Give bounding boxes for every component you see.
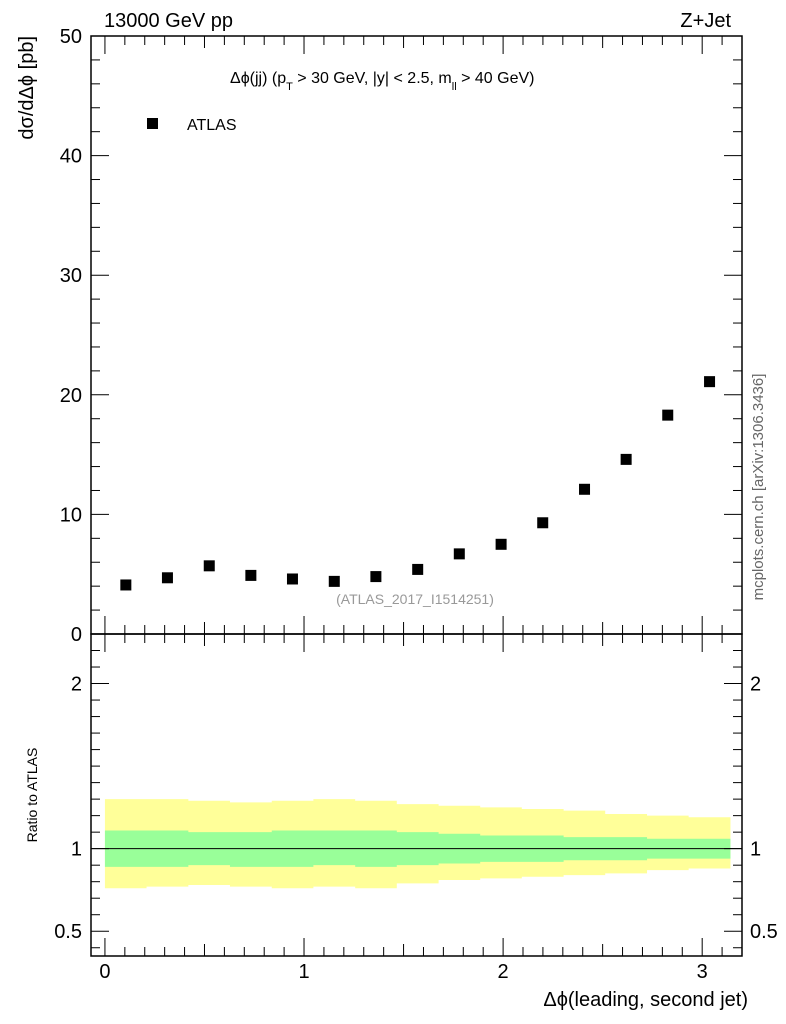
analysis-id-annotation: (ATLAS_2017_I1514251): [336, 591, 494, 607]
ratio-uncertainty-bands: [104, 799, 731, 889]
data-point: [704, 376, 716, 388]
atlas-data-points: [120, 376, 716, 591]
ratio-y-tick-labels: 0.5 0.5 1 1 2 2: [54, 674, 778, 944]
data-point: [203, 560, 215, 572]
data-point: [286, 573, 298, 585]
ratio-y-tick-label: 1: [71, 839, 82, 861]
data-point: [537, 517, 549, 529]
ratio-y-tick-label-right: 0.5: [750, 921, 778, 943]
data-point: [120, 579, 132, 591]
plot-title: Δϕ(jj) (pT > 30 GeV, |y| < 2.5, mll > 40…: [230, 70, 534, 93]
main-y-tick-label: 10: [60, 504, 82, 526]
main-y-tick-label: 0: [71, 624, 82, 646]
data-point: [245, 569, 257, 581]
main-y-tick-labels: 0 10 20 30 40 50: [60, 26, 82, 646]
ratio-y-axis-label: Ratio to ATLAS: [24, 748, 40, 843]
x-tick-label: 2: [498, 961, 509, 983]
ratio-y-tick-label-right: 2: [750, 674, 761, 696]
data-point: [579, 483, 591, 495]
data-point: [161, 572, 173, 584]
main-y-tick-label: 30: [60, 265, 82, 287]
data-point: [662, 409, 674, 421]
ratio-plot-ticks: [91, 634, 743, 956]
data-point: [412, 563, 424, 575]
x-tick-label: 0: [99, 961, 110, 983]
plot-title-sub-t: T: [286, 81, 293, 93]
legend-label-atlas: ATLAS: [187, 117, 237, 134]
plot-title-part-b: > 30 GeV, |y| < 2.5, m: [293, 70, 452, 87]
main-y-tick-label: 20: [60, 385, 82, 407]
main-plot-ticks: [91, 35, 743, 635]
main-y-tick-label: 50: [60, 26, 82, 48]
ratio-y-tick-label: 0.5: [54, 921, 82, 943]
data-point: [328, 575, 340, 587]
data-point: [453, 548, 465, 560]
x-tick-label: 3: [697, 961, 708, 983]
ratio-plot-panel: 0.5 0.5 1 1 2 2 0 1 2 3 Ratio to ATLAS Δϕ(leadin…: [24, 633, 778, 1011]
data-point: [495, 538, 507, 550]
legend-marker-atlas: [147, 118, 158, 129]
x-tick-labels: 0 1 2 3: [99, 961, 707, 983]
main-plot-panel: 0 10 20 30 40 50 Δϕ(jj) (pT > 30 GeV, |y| < 2…: [16, 26, 743, 646]
ratio-plot-frame: [90, 633, 743, 957]
header-left-label: 13000 GeV pp: [104, 10, 233, 32]
data-point: [370, 571, 382, 583]
plot-title-sub-ll: ll: [452, 81, 457, 93]
main-y-tick-label: 40: [60, 146, 82, 168]
x-axis-label: Δϕ(leading, second jet): [543, 989, 748, 1011]
plot-title-part-c: > 40 GeV): [457, 70, 535, 87]
header-right-label: Z+Jet: [680, 10, 731, 32]
x-tick-label: 1: [298, 961, 309, 983]
data-point: [620, 453, 632, 465]
side-source-label: mcplots.cern.ch [arXiv:1306.3436]: [750, 374, 767, 601]
plot-title-part-a: Δϕ(jj) (p: [230, 70, 286, 87]
ratio-y-tick-label-right: 1: [750, 839, 761, 861]
main-y-axis-label: dσ/dΔϕ [pb]: [16, 36, 38, 140]
ratio-y-tick-label: 2: [71, 674, 82, 696]
